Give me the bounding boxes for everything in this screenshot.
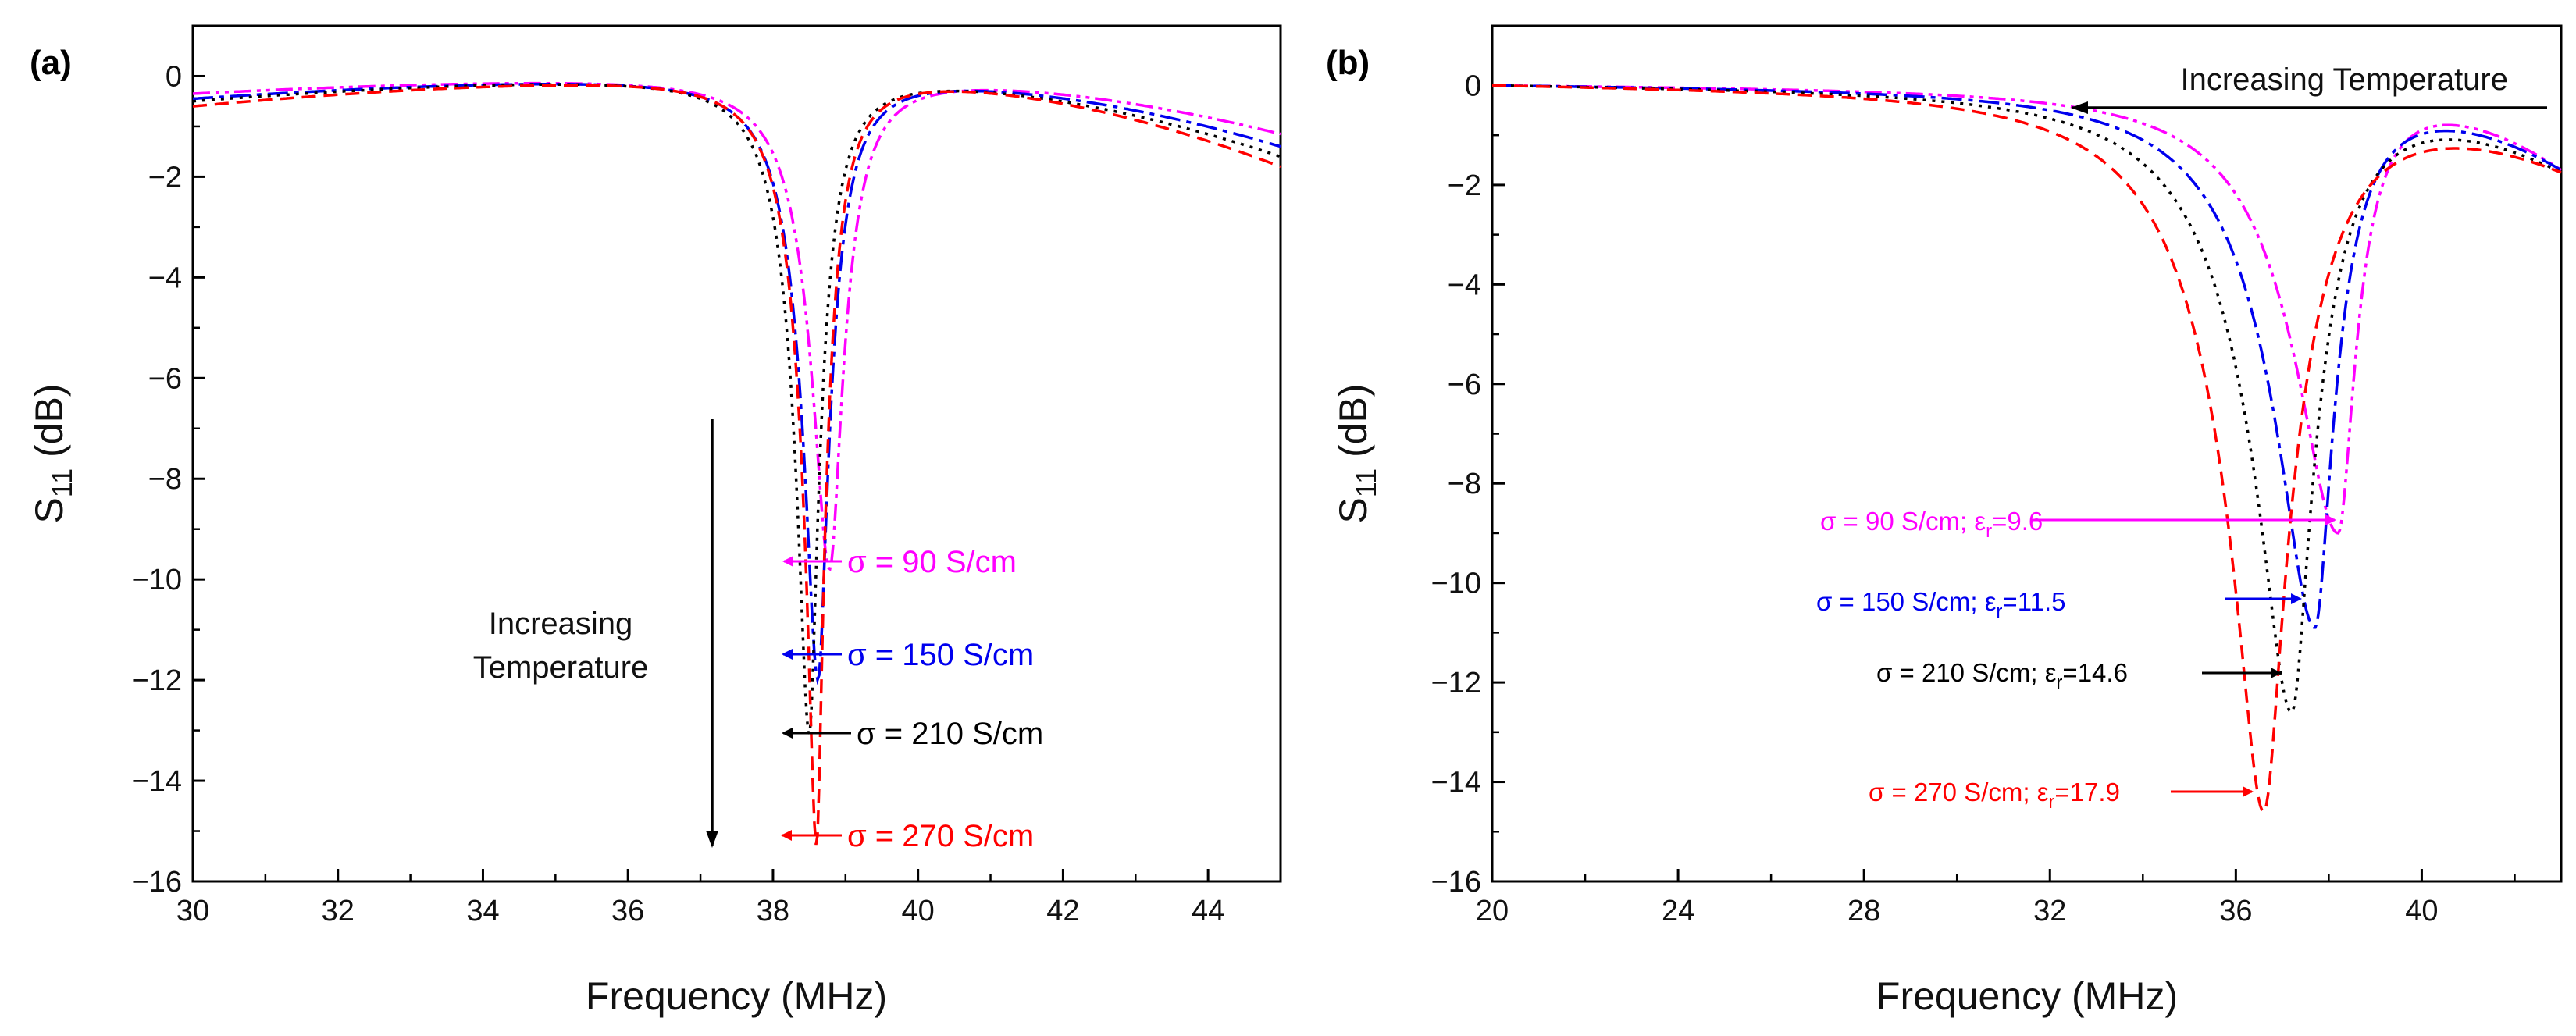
series-line	[1492, 84, 2562, 629]
panel-b-label: (b)	[1326, 44, 1370, 82]
y-tick-label: −12	[132, 664, 182, 697]
x-tick-label: 30	[176, 895, 209, 927]
series-line	[1492, 84, 2562, 714]
x-tick-label: 28	[1847, 895, 1880, 927]
x-tick-label: 44	[1192, 895, 1224, 927]
y-tick-label: −6	[1448, 368, 1481, 401]
series-line	[192, 84, 1281, 846]
panel-b-x-ticks: 20 24 28 32 36 40	[1476, 869, 2516, 927]
series-label: σ = 150 S/cm	[847, 638, 1034, 672]
x-tick-label: 38	[757, 895, 789, 927]
series-label: σ = 210 S/cm; εr=14.6	[1876, 658, 2128, 693]
x-tick-label: 20	[1476, 895, 1509, 927]
series-label: σ = 270 S/cm	[847, 819, 1034, 853]
y-tick-label: −2	[148, 161, 182, 194]
series-label: σ = 90 S/cm; εr=9.6	[1820, 507, 2043, 542]
series-label: σ = 90 S/cm	[847, 545, 1017, 579]
panel-a-annotation-temperature: Temperature	[473, 650, 649, 685]
x-tick-label: 42	[1046, 895, 1079, 927]
series-label: σ = 270 S/cm; εr=17.9	[1869, 778, 2120, 813]
series-label: σ = 150 S/cm; εr=11.5	[1816, 587, 2065, 622]
x-tick-label: 34	[466, 895, 499, 927]
x-tick-label: 32	[2033, 895, 2066, 927]
y-tick-label: −2	[1448, 169, 1481, 202]
y-tick-label: −4	[148, 262, 182, 294]
series-label: σ = 210 S/cm	[857, 717, 1043, 751]
series-line	[1492, 84, 2562, 814]
x-tick-label: 24	[1662, 895, 1694, 927]
y-tick-label: −6	[148, 362, 182, 395]
panel-a-y-axis-label: S11 (dB)	[27, 383, 78, 523]
y-tick-label: 0	[166, 60, 182, 93]
panel-a-plot-frame	[191, 24, 1282, 883]
panel-b-annotation-temperature: Increasing Temperature	[2181, 62, 2509, 97]
x-tick-label: 40	[2405, 895, 2438, 927]
x-tick-label: 32	[322, 895, 355, 927]
y-tick-label: −16	[132, 866, 182, 899]
panel-a-x-ticks: 30 32 34 36 38 40 42 44	[176, 869, 1282, 927]
panel-b: (b) 0 −2 −4 −6 −8 −10 −12 −14 −16 20 24 28 32 36 40 σ…	[1326, 24, 2563, 1018]
series-line	[192, 83, 1281, 685]
panel-a: (a) 0 −2 −4 −6 −8 −10 −12 −14 −16 30 32 34 36 38 40 42…	[27, 24, 1282, 1018]
y-tick-label: 0	[1465, 69, 1481, 102]
y-tick-label: −4	[1448, 269, 1481, 301]
y-tick-label: −14	[132, 765, 182, 798]
y-tick-label: −12	[1431, 667, 1481, 700]
panel-b-y-axis-label: S11 (dB)	[1331, 383, 1382, 523]
panel-b-series	[1492, 84, 2562, 814]
y-tick-label: −8	[148, 463, 182, 496]
y-tick-label: −8	[1448, 468, 1481, 500]
panel-a-x-axis-label: Frequency (MHz)	[586, 974, 887, 1018]
y-tick-label: −14	[1431, 767, 1481, 799]
panel-b-x-axis-label: Frequency (MHz)	[1876, 974, 2178, 1018]
panel-a-annotation-increasing: Increasing	[489, 607, 633, 641]
series-line	[192, 81, 1281, 571]
y-tick-label: −16	[1431, 866, 1481, 899]
panel-b-y-ticks: 0 −2 −4 −6 −8 −10 −12 −14 −16	[1431, 69, 1505, 899]
series-line	[1492, 84, 2562, 535]
panel-b-plot-frame	[1491, 24, 2563, 883]
series-line	[192, 83, 1281, 738]
x-tick-label: 36	[2219, 895, 2252, 927]
panel-a-y-ticks: 0 −2 −4 −6 −8 −10 −12 −14 −16	[132, 60, 205, 899]
panel-a-series	[192, 81, 1281, 846]
x-tick-label: 40	[902, 895, 935, 927]
panel-a-label: (a)	[30, 44, 72, 82]
y-tick-label: −10	[1431, 568, 1481, 600]
panel-b-series-labels: σ = 90 S/cm; εr=9.6 σ = 150 S/cm; εr=11.5…	[1816, 507, 2336, 813]
panel-a-series-labels: σ = 90 S/cm σ = 150 S/cm σ = 210 S/cm σ = 2…	[781, 545, 1043, 853]
y-tick-label: −10	[132, 564, 182, 596]
x-tick-label: 36	[611, 895, 644, 927]
